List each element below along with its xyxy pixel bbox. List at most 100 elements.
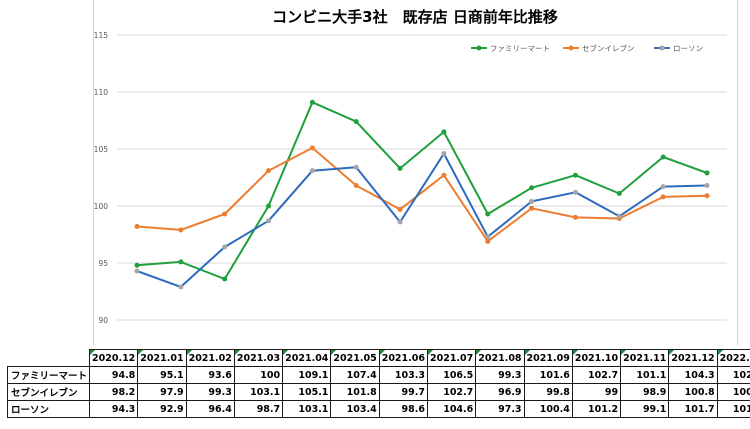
data-point	[572, 172, 578, 178]
table-column-header: 2021.11	[620, 349, 670, 367]
data-point	[178, 227, 184, 233]
table-column-header: 2022.01	[716, 349, 750, 367]
table-column-header: 2021.05	[330, 349, 380, 367]
legend: ファミリーマート セブンイレブン ローソン	[471, 43, 703, 53]
table-cell: 109.1	[282, 366, 332, 384]
table-cell: 106.5	[426, 366, 477, 384]
legend-marker	[659, 45, 665, 51]
legend-item: セブンイレブン	[563, 43, 635, 53]
data-point	[660, 184, 666, 190]
data-point	[529, 185, 535, 191]
table-cell: 99.3	[185, 383, 235, 401]
table-corner	[7, 349, 91, 367]
data-point	[309, 168, 315, 174]
table-cell: 94.8	[89, 366, 139, 384]
table-column-header: 2021.10	[571, 349, 622, 367]
data-point	[441, 129, 447, 135]
table-row-label: ファミリーマート	[6, 366, 91, 384]
data-point	[441, 172, 447, 178]
table-cell: 100.8	[668, 383, 718, 401]
table-cell: 103.4	[330, 400, 380, 418]
data-point	[178, 284, 184, 290]
table-row-label: セブンイレブン	[6, 383, 91, 401]
table-cell: 99.1	[620, 400, 670, 418]
table-cell: 99.7	[378, 383, 428, 401]
series-1	[134, 99, 710, 282]
table-cell: 100.4	[523, 400, 573, 418]
data-point	[397, 206, 403, 212]
data-point	[441, 151, 447, 157]
data-point	[704, 193, 710, 199]
data-point	[616, 213, 622, 219]
legend-label: ローソン	[673, 44, 703, 53]
table-column-header: 2021.04	[282, 349, 332, 367]
table-cell: 98.2	[89, 383, 139, 401]
table-cell: 104.6	[426, 400, 477, 418]
table-cell: 93.6	[185, 366, 235, 384]
table-cell: 96.4	[185, 400, 235, 418]
table-cell: 102.7	[571, 366, 622, 384]
series-3	[134, 151, 710, 290]
data-point	[704, 170, 710, 176]
data-point	[660, 154, 666, 160]
table-cell: 98.6	[378, 400, 428, 418]
data-point	[529, 198, 535, 204]
y-tick-label: 95	[98, 259, 108, 268]
series-line	[136, 146, 708, 243]
table-column-header: 2021.07	[426, 349, 477, 367]
table-cell: 98.7	[233, 400, 284, 418]
data-point	[266, 218, 272, 224]
y-tick-label: 105	[94, 145, 109, 154]
table-cell: 98.9	[620, 383, 670, 401]
data-point	[485, 234, 491, 240]
chart-frame	[93, 0, 738, 345]
data-point	[485, 211, 491, 217]
y-axis-ticks: 90 95 100 105 110 115	[94, 31, 109, 325]
table-cell: 97.9	[137, 383, 187, 401]
data-point	[266, 168, 272, 174]
y-tick-label: 110	[94, 88, 109, 97]
table-header-row: 2020.12 2021.01 2021.02 2021.03 2021.04 2021.…	[7, 349, 750, 367]
table-cell: 103.1	[233, 383, 284, 401]
table-cell: 101.2	[571, 400, 622, 418]
table-cell: 99.3	[475, 366, 525, 384]
series-line	[136, 101, 708, 280]
table-cell: 103.1	[282, 400, 332, 418]
data-point	[353, 119, 359, 125]
table-cell: 101.6	[523, 366, 573, 384]
data-point	[397, 219, 403, 225]
data-point	[222, 244, 228, 250]
legend-marker	[568, 45, 574, 51]
table-column-header: 2021.09	[523, 349, 573, 367]
table-cell: 100	[233, 366, 284, 384]
table-column-header: 2021.01	[137, 349, 187, 367]
table-cell: 92.9	[137, 400, 187, 418]
legend-item: ローソン	[654, 44, 703, 53]
table-cell: 101.8	[330, 383, 380, 401]
series-lines	[134, 99, 710, 290]
table-row: セブンイレブン 98.2 97.9 99.3 103.1 105.1 101.8 99.7 10…	[6, 383, 750, 401]
table-column-header: 2021.02	[185, 349, 235, 367]
table-column-header: 2021.03	[233, 349, 284, 367]
table-row: ローソン 94.3 92.9 96.4 98.7 103.1 103.4 98.6 104.6 9…	[6, 400, 750, 418]
table-row: ファミリーマート 94.8 95.1 93.6 100 109.1 107.4 103.3 10…	[6, 366, 750, 384]
gridlines	[117, 34, 727, 321]
data-table: 2020.12 2021.01 2021.02 2021.03 2021.04 2021.…	[6, 349, 750, 418]
table-cell: 100.9	[716, 383, 750, 401]
table-cell: 99	[571, 383, 622, 401]
data-point	[397, 165, 403, 171]
data-point	[660, 194, 666, 200]
data-point	[309, 99, 315, 105]
table-column-header: 2021.06	[378, 349, 428, 367]
table-cell: 94.3	[89, 400, 139, 418]
table-cell: 104.3	[668, 366, 718, 384]
line-chart: コンビニ大手3社 既存店 日商前年比推移 90 95 100 105 110 115 ファ…	[94, 8, 727, 325]
data-point	[222, 276, 228, 282]
y-tick-label: 90	[98, 316, 108, 325]
table-cell: 102.7	[426, 383, 477, 401]
data-point	[309, 145, 315, 151]
data-point	[485, 238, 491, 244]
table-cell: 105.1	[282, 383, 332, 401]
table-row-label: ローソン	[6, 400, 91, 418]
table-cell: 99.8	[523, 383, 573, 401]
